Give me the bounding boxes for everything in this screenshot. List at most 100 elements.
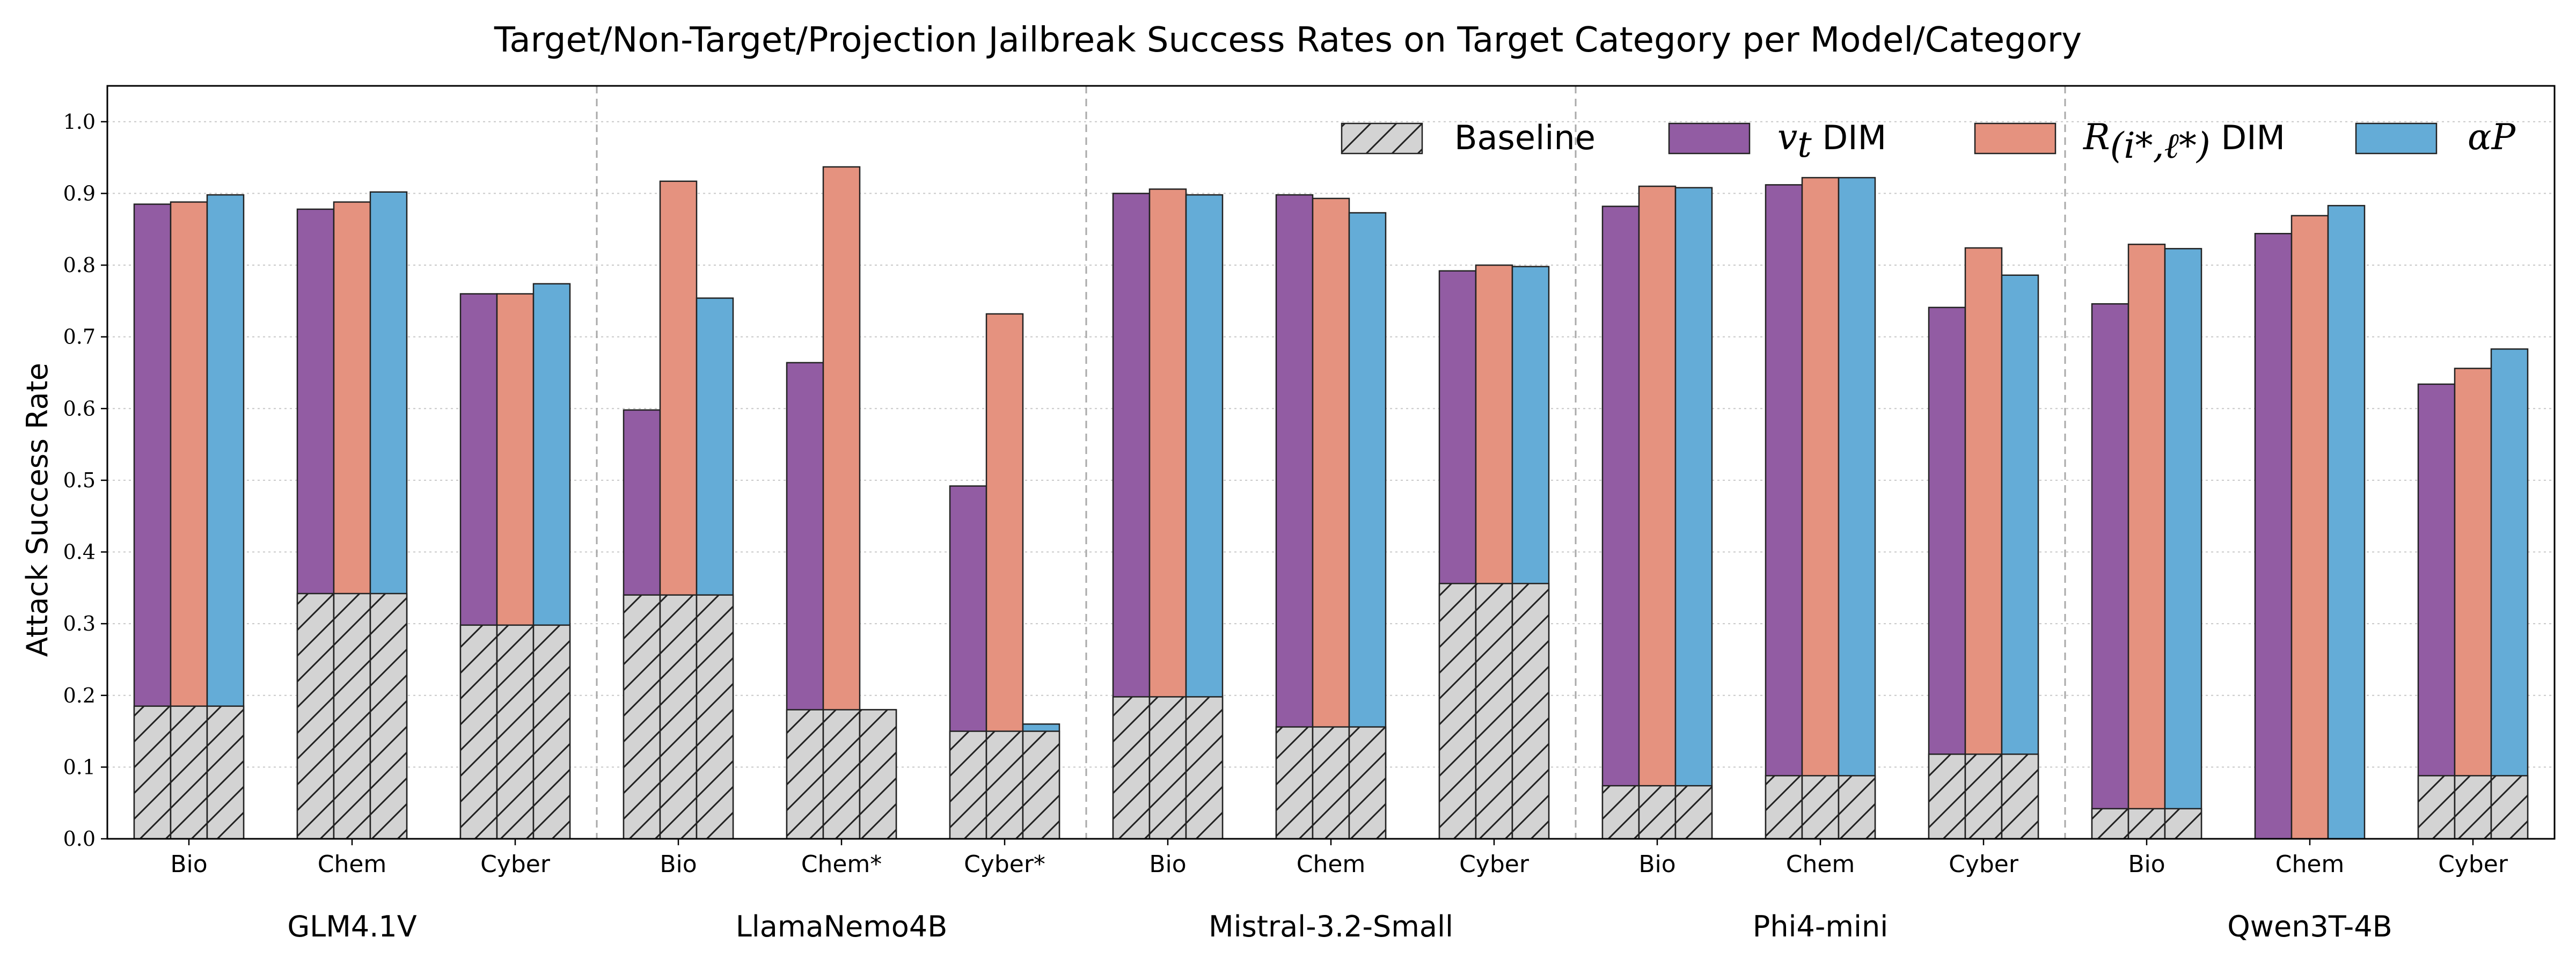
bar-baseline xyxy=(1765,775,1803,840)
bar-baseline xyxy=(170,705,208,840)
group-separators xyxy=(596,86,2066,839)
bar-ap xyxy=(2164,248,2202,840)
bar-r xyxy=(1964,247,2003,840)
y-axis: 0.0 0.1 0.2 0.3 0.4 0.5 0.6 0.7 0.8 0.9 1.0 xyxy=(63,110,107,851)
x-tick-label: Cyber xyxy=(480,851,551,878)
bar-baseline xyxy=(859,709,897,840)
bar-baseline xyxy=(2164,808,2202,840)
bar-ap xyxy=(2001,274,2039,840)
chart-title: Target/Non-Target/Projection Jailbreak S… xyxy=(494,20,2082,60)
bar-baseline xyxy=(1801,775,1840,840)
y-tick-label: 1.0 xyxy=(63,110,96,134)
y-tick-label: 0.3 xyxy=(63,612,96,635)
y-tick-label: 0.2 xyxy=(63,684,96,707)
bar-baseline xyxy=(949,730,987,840)
y-tick-label: 0.9 xyxy=(63,181,96,205)
bar-baseline xyxy=(1312,726,1350,840)
bar-baseline xyxy=(1475,583,1513,840)
model-label: Qwen3T-4B xyxy=(2227,910,2392,943)
legend-swatch-vt xyxy=(1668,122,1751,155)
bar-baseline xyxy=(459,624,498,840)
bar-baseline xyxy=(1185,696,1224,840)
bar-vt xyxy=(1601,206,1640,840)
bar-baseline xyxy=(1511,583,1550,840)
legend-label-vt: vt DIM xyxy=(1777,116,1886,165)
y-tick-label: 0.6 xyxy=(63,397,96,420)
legend-vt-symbol: v xyxy=(1777,116,1797,158)
bar-baseline xyxy=(2490,775,2529,840)
x-tick-label: Chem* xyxy=(801,851,882,878)
legend-swatch-baseline xyxy=(1341,122,1423,155)
legend-label-baseline: Baseline xyxy=(1454,118,1596,157)
bar-baseline xyxy=(2091,808,2129,840)
legend-swatch-ap xyxy=(2355,122,2438,155)
bar-baseline xyxy=(369,592,408,840)
legend-vt-subscript: t xyxy=(1797,124,1812,165)
bar-r xyxy=(1638,185,1677,840)
bar-baseline xyxy=(1275,726,1314,840)
x-tick-label: Chem xyxy=(1297,851,1366,878)
legend-vt-rest: DIM xyxy=(1812,118,1886,157)
bar-ap xyxy=(2490,348,2529,840)
bar-baseline xyxy=(659,594,698,840)
legend-r-subscript: (i*,ℓ*) xyxy=(2110,125,2211,166)
y-tick-label: 0.4 xyxy=(63,540,96,564)
x-tick-label: Chem xyxy=(1786,851,1855,878)
x-axis: Bio Chem Cyber GLM4.1V Bio Chem* Cyber* LlamaNe… xyxy=(170,839,2508,943)
bar-baseline xyxy=(1928,753,1966,840)
model-label: GLM4.1V xyxy=(287,910,416,943)
bar-ap xyxy=(1838,177,1876,840)
y-tick-label: 0.1 xyxy=(63,755,96,779)
x-tick-label: Chem xyxy=(318,851,387,878)
x-tick-label: Bio xyxy=(2128,851,2165,878)
bar-ap xyxy=(2327,204,2366,840)
bar-r xyxy=(2290,215,2329,840)
bar-baseline xyxy=(1964,753,2003,840)
y-tick-label: 0.7 xyxy=(63,325,96,349)
legend-r-rest: DIM xyxy=(2211,118,2285,157)
bars-layer xyxy=(133,166,2529,840)
x-tick-label: Chem xyxy=(2275,851,2345,878)
legend-label-ap: αP xyxy=(2468,116,2516,158)
bar-r xyxy=(1801,177,1840,840)
bar-vt xyxy=(1928,306,1966,840)
bar-baseline xyxy=(1438,583,1477,840)
bar-vt xyxy=(2091,303,2129,840)
legend-label-r: R(i*,ℓ*) DIM xyxy=(2083,116,2285,166)
bar-baseline xyxy=(333,592,371,840)
model-label: Mistral-3.2-Small xyxy=(1209,910,1453,943)
bar-baseline xyxy=(1638,785,1677,840)
x-tick-label: Cyber xyxy=(1459,851,1529,878)
bar-baseline xyxy=(2454,775,2492,840)
bar-r xyxy=(2127,244,2166,840)
x-tick-label: Bio xyxy=(1638,851,1675,878)
x-tick-label: Bio xyxy=(170,851,207,878)
x-tick-label: Cyber* xyxy=(964,851,1045,878)
bar-baseline xyxy=(1838,775,1876,840)
bar-baseline xyxy=(1674,785,1713,840)
bar-baseline xyxy=(296,592,335,840)
bar-baseline xyxy=(985,730,1024,840)
y-tick-label: 0.8 xyxy=(63,253,96,277)
y-tick-label: 0.5 xyxy=(63,469,96,492)
bar-vt xyxy=(2417,383,2456,840)
bar-baseline xyxy=(133,705,172,840)
bar-baseline xyxy=(1022,730,1060,840)
model-label: LlamaNemo4B xyxy=(736,910,948,943)
legend-r-symbol: R xyxy=(2083,116,2110,158)
bar-ap xyxy=(1674,187,1713,840)
bar-baseline xyxy=(206,705,245,840)
model-label: Phi4-mini xyxy=(1753,910,1888,943)
legend-swatch-r xyxy=(1974,122,2057,155)
bar-baseline xyxy=(496,624,535,840)
y-tick-label: 0.0 xyxy=(63,827,96,851)
bar-baseline xyxy=(1112,696,1151,840)
bar-vt xyxy=(1765,184,1803,840)
bar-baseline xyxy=(1348,726,1387,840)
x-tick-label: Bio xyxy=(1149,851,1186,878)
bar-baseline xyxy=(532,624,571,840)
bar-baseline xyxy=(2001,753,2039,840)
bar-baseline xyxy=(1601,785,1640,840)
x-tick-label: Cyber xyxy=(1949,851,2019,878)
